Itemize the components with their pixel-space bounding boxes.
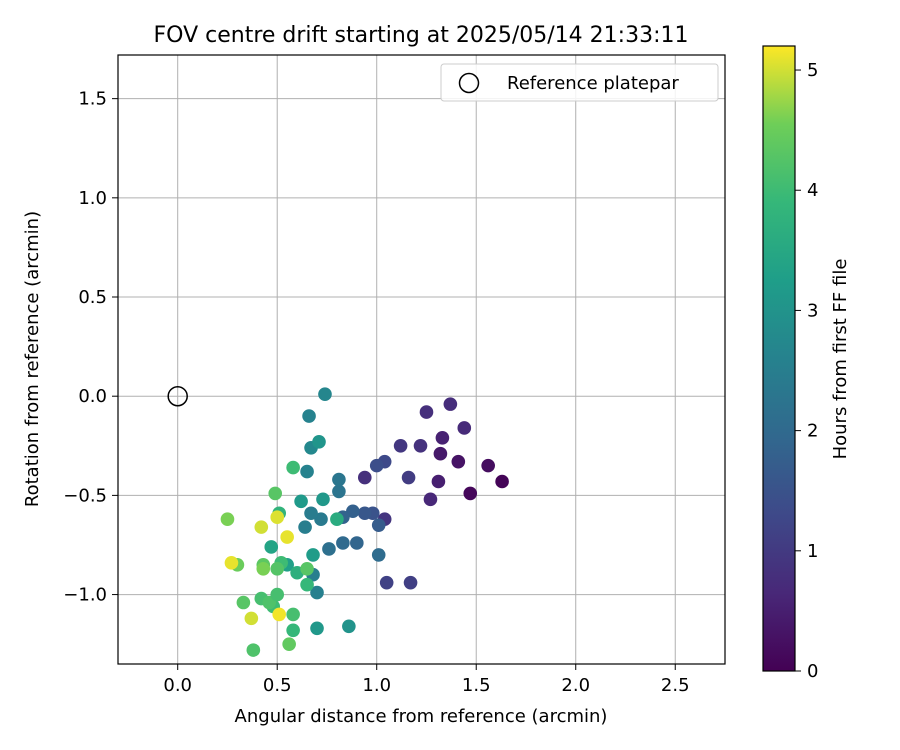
y-tick-label: 0.5 [78,287,107,308]
data-point [457,421,472,435]
x-tick-label: 2.0 [561,675,590,696]
colorbar-tick-label: 4 [807,180,818,201]
data-point [336,536,350,550]
colorbar-gradient [762,45,796,672]
data-point [310,585,324,600]
legend-entry-reference: Reference platepar [507,73,679,94]
data-point [280,530,294,544]
data-point [286,623,300,638]
data-point [463,486,478,501]
colorbar-tick-label: 1 [807,541,818,562]
data-point [443,397,458,411]
x-tick-label: 2.5 [661,675,690,696]
data-point [433,446,448,461]
data-point [298,520,312,534]
colorbar-tick-label: 5 [807,60,818,81]
y-tick-label: 1.0 [78,188,107,209]
data-point [369,458,384,473]
data-point [316,492,330,507]
data-point [371,518,386,532]
data-point [322,542,336,556]
data-point [302,409,316,423]
data-point [346,504,360,519]
data-point [286,607,300,622]
data-point [236,595,251,610]
data-point [379,575,394,590]
data-point [268,486,283,501]
data-point [300,577,314,592]
data-point [357,470,372,485]
data-point [294,494,308,509]
y-tick-label: −0.5 [63,485,107,506]
data-point [357,506,372,521]
grid [118,55,725,664]
data-point [220,512,235,526]
data-point [393,438,408,453]
data-point [481,458,495,473]
data-point [300,464,314,479]
data-point [310,621,324,636]
y-axis-ticks: 1.5 1.0 0.5 0.0 −0.5 −1.0 [63,89,118,606]
colorbar-label: Hours from first FF file [830,259,851,460]
legend-marker [458,72,480,94]
data-point [246,643,261,657]
data-point [350,536,364,550]
data-point [403,575,418,590]
data-point [224,556,239,570]
data-point [300,561,314,576]
data-point [401,470,416,485]
points-layer [220,387,509,657]
data-point [270,510,285,525]
x-tick-label: 0.0 [163,675,192,696]
y-tick-label: −1.0 [63,585,107,606]
legend: Reference platepar [440,63,719,102]
data-point [286,460,300,475]
plot-frame [117,54,726,665]
data-point [264,540,279,554]
data-point [256,561,271,576]
data-point [371,548,386,562]
reference-platepar-marker [167,385,188,407]
colorbar-tick-label: 2 [807,421,818,442]
y-axis-label: Rotation from reference (arcmin) [22,211,43,507]
data-point [270,587,285,602]
data-point [270,561,285,576]
data-point [332,472,346,487]
data-point [431,474,446,489]
data-point [304,506,318,521]
data-point [306,548,320,562]
data-point [413,438,428,453]
x-tick-label: 1.5 [462,675,491,696]
x-axis-ticks: 0.0 0.5 1.0 1.5 2.0 2.5 [163,664,690,696]
data-point [312,435,326,449]
data-point [332,484,346,499]
x-axis-label: Angular distance from reference (arcmin) [235,706,608,727]
colorbar-ticks: 0 1 2 3 4 5 [795,60,818,682]
data-point [435,431,450,445]
y-tick-label: 0.0 [78,386,107,407]
colorbar-tick-label: 0 [807,661,818,682]
data-point [318,387,332,402]
x-tick-label: 0.5 [263,675,292,696]
x-tick-label: 1.0 [362,675,391,696]
data-point [342,619,356,634]
data-point [314,512,328,526]
y-tick-label: 1.5 [78,89,107,110]
data-point [423,492,438,507]
data-point [244,611,259,626]
colorbar-tick-label: 3 [807,300,818,321]
data-point [419,405,434,419]
data-point [451,454,466,469]
data-point [495,474,509,489]
data-point [330,512,344,526]
data-point [272,607,287,622]
colorbar: 0 1 2 3 4 5 Hours from first FF file [762,45,851,682]
data-point [282,637,296,651]
data-point [254,520,269,534]
legend-box [440,63,719,102]
chart-title: FOV centre drift starting at 2025/05/14 … [154,23,689,48]
